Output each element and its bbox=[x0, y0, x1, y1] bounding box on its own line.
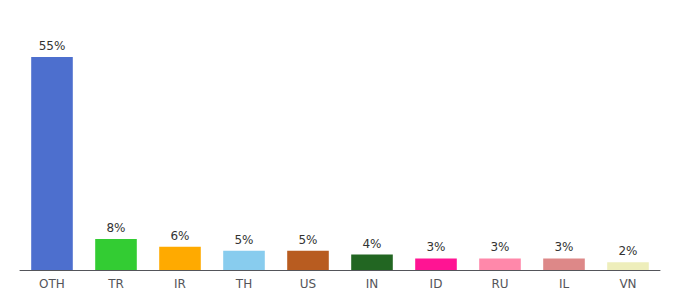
svg-text:RU: RU bbox=[491, 277, 508, 291]
svg-text:5%: 5% bbox=[298, 233, 317, 247]
svg-text:4%: 4% bbox=[362, 237, 381, 251]
svg-text:3%: 3% bbox=[426, 240, 445, 254]
svg-text:ID: ID bbox=[430, 277, 443, 291]
svg-text:IN: IN bbox=[366, 277, 379, 291]
svg-text:3%: 3% bbox=[554, 240, 573, 254]
svg-text:OTH: OTH bbox=[39, 277, 65, 291]
svg-text:55%: 55% bbox=[39, 39, 66, 53]
svg-text:TH: TH bbox=[235, 277, 252, 291]
svg-text:6%: 6% bbox=[170, 229, 189, 243]
svg-text:3%: 3% bbox=[490, 240, 509, 254]
svg-text:US: US bbox=[300, 277, 316, 291]
svg-text:8%: 8% bbox=[106, 221, 125, 235]
svg-text:5%: 5% bbox=[234, 233, 253, 247]
svg-text:2%: 2% bbox=[618, 244, 637, 258]
svg-text:TR: TR bbox=[107, 277, 124, 291]
svg-text:VN: VN bbox=[619, 277, 636, 291]
svg-text:IR: IR bbox=[174, 277, 186, 291]
svg-text:IL: IL bbox=[559, 277, 570, 291]
